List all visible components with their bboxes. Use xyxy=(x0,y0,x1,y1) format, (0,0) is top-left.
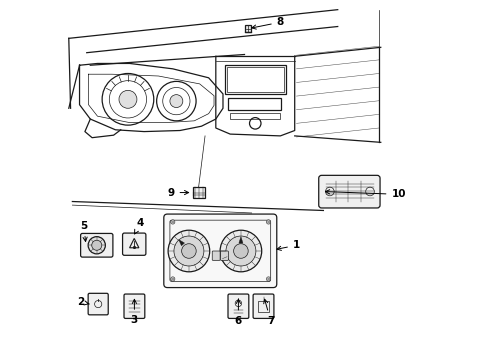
Circle shape xyxy=(220,230,261,272)
Circle shape xyxy=(174,236,203,266)
Bar xyxy=(228,98,281,110)
FancyBboxPatch shape xyxy=(220,251,228,260)
Circle shape xyxy=(92,240,102,250)
FancyBboxPatch shape xyxy=(253,294,273,319)
Bar xyxy=(226,67,284,92)
Circle shape xyxy=(168,230,209,272)
Text: 6: 6 xyxy=(234,300,242,325)
Circle shape xyxy=(181,244,196,258)
Text: 2: 2 xyxy=(77,297,89,307)
Text: 10: 10 xyxy=(325,189,405,199)
Circle shape xyxy=(233,244,248,258)
Circle shape xyxy=(88,237,105,254)
FancyBboxPatch shape xyxy=(88,293,108,315)
Circle shape xyxy=(266,220,270,224)
Circle shape xyxy=(170,277,175,281)
Text: 5: 5 xyxy=(80,221,87,242)
Text: 3: 3 xyxy=(130,299,138,325)
Bar xyxy=(244,25,250,32)
FancyBboxPatch shape xyxy=(163,214,276,288)
FancyBboxPatch shape xyxy=(124,294,144,319)
Circle shape xyxy=(170,220,175,224)
FancyBboxPatch shape xyxy=(318,175,379,208)
Circle shape xyxy=(119,90,137,108)
Text: 7: 7 xyxy=(263,299,274,325)
FancyBboxPatch shape xyxy=(122,233,145,255)
Text: 8: 8 xyxy=(251,17,284,29)
Polygon shape xyxy=(178,239,184,246)
Text: 4: 4 xyxy=(134,218,144,234)
FancyBboxPatch shape xyxy=(81,233,113,257)
Circle shape xyxy=(225,236,255,266)
Bar xyxy=(230,113,279,119)
FancyBboxPatch shape xyxy=(192,187,204,198)
Circle shape xyxy=(169,95,183,108)
Text: 9: 9 xyxy=(167,188,188,198)
Text: 1: 1 xyxy=(276,240,300,251)
FancyBboxPatch shape xyxy=(227,294,248,319)
Bar xyxy=(258,301,268,312)
Polygon shape xyxy=(239,237,243,243)
Circle shape xyxy=(266,277,270,281)
FancyBboxPatch shape xyxy=(212,251,220,260)
